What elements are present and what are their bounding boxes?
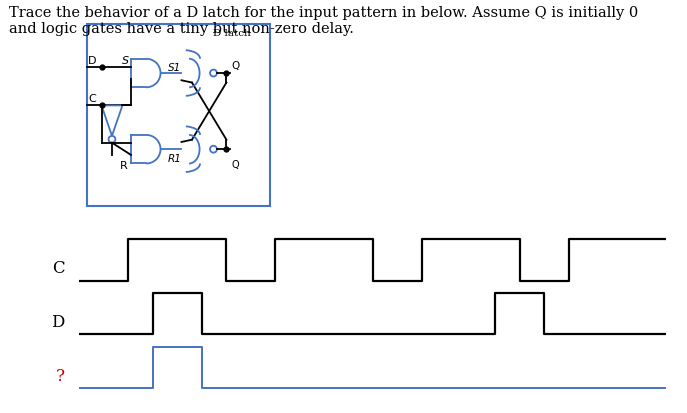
Text: C: C	[52, 260, 65, 277]
Text: Q: Q	[232, 61, 240, 71]
Text: S: S	[122, 55, 128, 65]
Text: ?: ?	[56, 367, 65, 384]
Text: D: D	[88, 55, 97, 65]
Text: Trace the behavior of a D latch for the input pattern in below. Assume Q is init: Trace the behavior of a D latch for the …	[9, 6, 638, 36]
Text: C: C	[88, 93, 96, 103]
Text: Q̄: Q̄	[232, 159, 239, 169]
Text: D: D	[52, 313, 65, 330]
Text: R: R	[120, 161, 127, 171]
Text: D latch: D latch	[213, 29, 251, 38]
Text: R1: R1	[168, 153, 182, 163]
Text: S1: S1	[168, 63, 181, 73]
